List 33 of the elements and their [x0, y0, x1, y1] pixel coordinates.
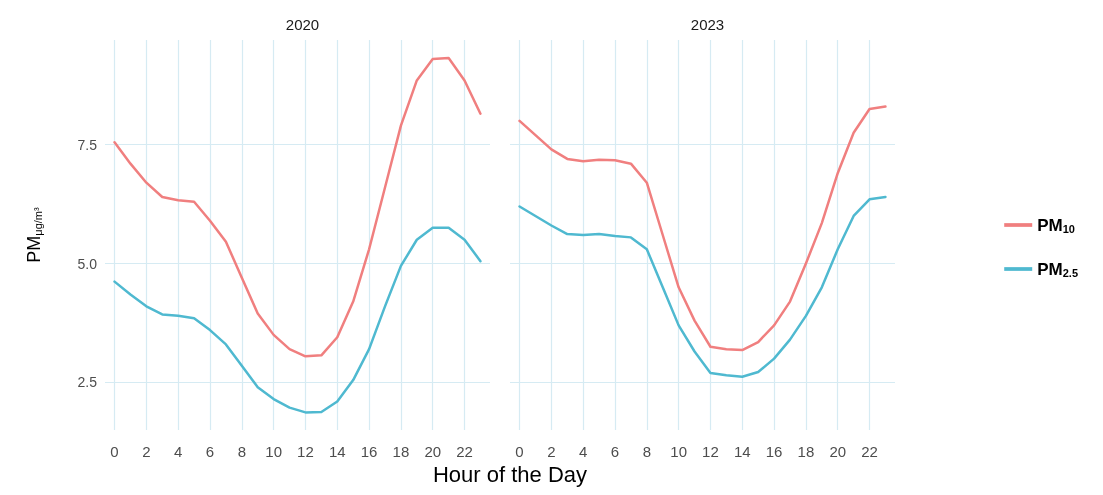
y-axis-title: PMμg/m³ [24, 207, 44, 263]
x-tick-label: 10 [670, 443, 687, 460]
x-tick-label: 2 [547, 443, 556, 460]
x-tick-label: 22 [861, 443, 878, 460]
x-tick-label: 0 [110, 443, 119, 460]
chart-title: 2023 [690, 16, 725, 33]
x-tick-label: 16 [360, 443, 378, 460]
x-tick-label: 8 [237, 443, 246, 460]
line-series [113, 56, 482, 358]
x-tick-label: 16 [765, 443, 783, 460]
x-tick-label: 22 [456, 443, 473, 460]
x-tick-label: 18 [392, 443, 410, 460]
x-tick-label: 6 [610, 443, 620, 460]
x-tick-label: 0 [515, 443, 524, 460]
x-tick-label: 12 [702, 443, 719, 460]
x-tick-label: 6 [205, 443, 215, 460]
chart-title: 2020 [285, 16, 320, 33]
x-tick-label: 4 [579, 443, 588, 460]
x-tick-label: 20 [424, 443, 442, 460]
x-tick-label: 4 [174, 443, 183, 460]
x-axis-title: Hour of the Day [431, 462, 589, 488]
x-tick-label: 10 [265, 443, 282, 460]
y-tick-label: 2.5 [77, 374, 98, 391]
x-tick-label: 2 [142, 443, 151, 460]
x-tick-label: 20 [829, 443, 847, 460]
y-tick-label: 5.0 [77, 255, 98, 272]
line-series [113, 226, 482, 414]
x-tick-label: 12 [297, 443, 314, 460]
x-tick-label: 18 [797, 443, 815, 460]
y-tick-label: 7.5 [77, 136, 98, 153]
x-tick-label: 8 [642, 443, 651, 460]
x-tick-label: 14 [328, 443, 346, 460]
x-tick-label: 14 [733, 443, 751, 460]
